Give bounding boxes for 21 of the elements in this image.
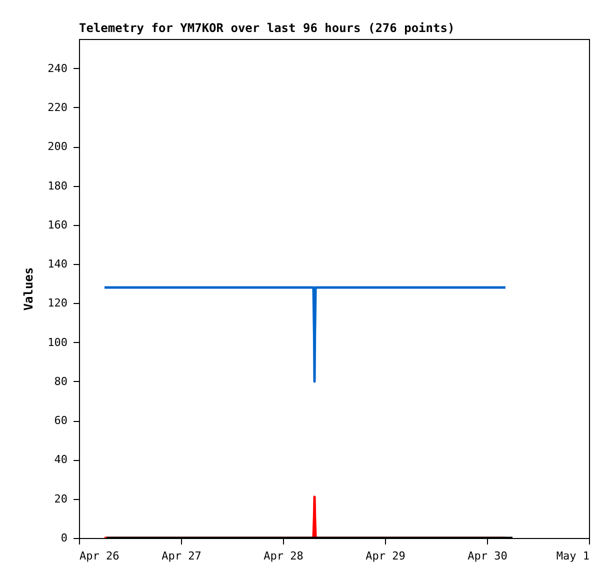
y-tick-label: 220 xyxy=(48,100,68,114)
y-tick-label: 140 xyxy=(48,258,68,271)
y-axis-title: Values xyxy=(22,267,36,311)
y-tick-label: 0 xyxy=(60,532,68,544)
y-tick-label: 180 xyxy=(48,179,68,192)
x-tick-label: Apr 30 xyxy=(468,550,508,562)
x-tick-label: Apr 29 xyxy=(366,550,406,562)
y-tick-label: 200 xyxy=(48,140,68,154)
x-tick-label: May 1 xyxy=(556,550,590,562)
y-tick-label: 160 xyxy=(48,218,68,232)
y-tick-label: 20 xyxy=(54,492,68,506)
y-tick-label: 60 xyxy=(54,414,68,428)
x-tick-label: Apr 27 xyxy=(162,550,202,562)
y-tick-label: 80 xyxy=(54,374,68,388)
x-tick-label: Apr 26 xyxy=(80,550,120,562)
y-tick-label: 40 xyxy=(54,453,68,466)
y-tick-label: 240 xyxy=(48,62,68,75)
x-tick-label: Apr 28 xyxy=(264,550,304,562)
y-tick-label: 100 xyxy=(48,336,68,349)
chart-title: Telemetry for YM7KOR over last 96 hours (276 points) xyxy=(79,21,455,35)
y-tick-label: 120 xyxy=(48,296,68,310)
